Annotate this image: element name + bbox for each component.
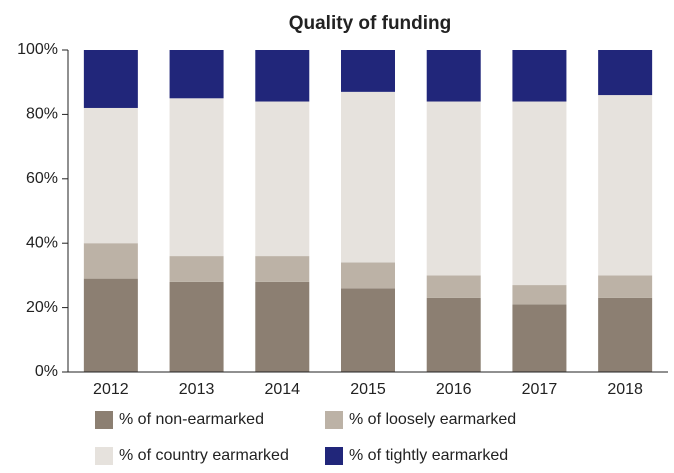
bar-segment — [512, 50, 567, 102]
legend-swatch — [325, 411, 343, 429]
bar-segment — [255, 101, 310, 257]
y-tick-label: 100% — [17, 41, 58, 58]
bar-segment — [512, 304, 567, 372]
x-tick-label: 2015 — [350, 381, 386, 398]
legend-swatch — [325, 447, 343, 465]
bar-segment — [83, 278, 138, 372]
legend-label: % of country earmarked — [119, 447, 289, 464]
x-tick-label: 2017 — [522, 381, 558, 398]
bar-segment — [341, 50, 395, 92]
bar-segment — [83, 107, 138, 244]
bar-segment — [255, 281, 310, 372]
y-tick-label: 40% — [26, 234, 58, 251]
bar-segment — [255, 256, 310, 282]
x-tick-label: 2012 — [93, 381, 129, 398]
bar-segment — [598, 95, 653, 276]
chart-title: Quality of funding — [289, 13, 452, 34]
bar-segment — [255, 50, 310, 102]
y-tick-label: 60% — [26, 170, 58, 187]
bar-segment — [598, 297, 653, 372]
legend-swatch — [95, 411, 113, 429]
y-tick-label: 20% — [26, 299, 58, 316]
bar-segment — [426, 297, 481, 372]
y-tick-label: 80% — [26, 106, 58, 123]
bar-segment — [426, 275, 481, 298]
bar-segment — [512, 285, 567, 305]
legend-swatch — [95, 447, 113, 465]
legend-label: % of tightly earmarked — [349, 447, 508, 464]
bar-segment — [169, 98, 224, 257]
bar-segment — [598, 275, 653, 298]
bar-segment — [426, 101, 481, 276]
bar-segment — [169, 50, 224, 99]
bar-segment — [341, 91, 395, 263]
bar-segment — [169, 281, 224, 372]
bar-segment — [426, 50, 481, 102]
x-tick-label: 2018 — [607, 381, 643, 398]
legend-label: % of non-earmarked — [119, 411, 264, 428]
legend-label: % of loosely earmarked — [349, 411, 516, 428]
bar-segment — [83, 50, 138, 108]
bar-segment — [83, 243, 138, 279]
x-tick-label: 2014 — [264, 381, 300, 398]
bar-segment — [341, 262, 395, 289]
bar-segment — [598, 50, 653, 96]
bar-segment — [169, 256, 224, 282]
x-tick-label: 2016 — [436, 381, 472, 398]
bar-segment — [341, 288, 395, 372]
x-tick-label: 2013 — [179, 381, 215, 398]
bar-segment — [512, 101, 567, 286]
y-tick-label: 0% — [35, 363, 58, 380]
